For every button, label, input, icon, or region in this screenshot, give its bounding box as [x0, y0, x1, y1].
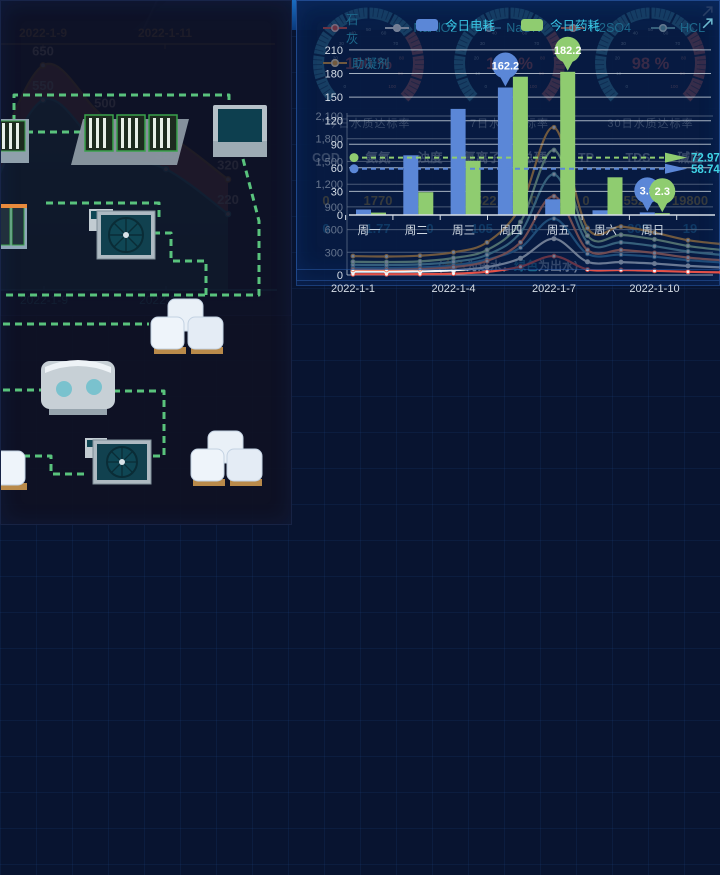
- legend-swatch: [521, 18, 543, 31]
- expand-icon[interactable]: [701, 17, 714, 30]
- panel-consumption-chart: 今日电耗 今日药耗 0 30 60 90 120 150 180 210 周一 周二 周三 周四 周五 周六…: [296, 0, 720, 270]
- legend-item-今日电耗[interactable]: 今日电耗: [415, 15, 495, 34]
- bar-今日药耗-周一: [371, 212, 386, 215]
- svg-text:72.97: 72.97: [691, 153, 720, 165]
- svg-text:周日: 周日: [641, 224, 664, 237]
- balloon-162.2: 162.2: [492, 52, 520, 87]
- bar-今日电耗-周日: [639, 212, 655, 215]
- avg-line-58.74: 58.74: [349, 163, 720, 176]
- svg-text:90: 90: [331, 139, 343, 151]
- legend-item-今日药耗[interactable]: 今日药耗: [521, 15, 600, 34]
- svg-text:2022-1-10: 2022-1-10: [629, 283, 679, 295]
- svg-text:180: 180: [325, 69, 343, 81]
- svg-text:150: 150: [325, 92, 343, 104]
- bar-今日药耗-周三: [465, 160, 481, 215]
- bar-今日药耗-周五: [560, 71, 576, 215]
- svg-text:58.74: 58.74: [691, 164, 720, 176]
- svg-text:周一: 周一: [358, 224, 381, 237]
- svg-text:周四: 周四: [499, 224, 522, 237]
- pipe: [46, 201, 161, 218]
- pipe: [23, 454, 85, 476]
- membrane-rack-left: [1, 119, 29, 163]
- svg-text:周三: 周三: [452, 224, 475, 237]
- bar-今日电耗-周三: [450, 108, 466, 215]
- consumption-legend: 今日电耗 今日药耗: [297, 1, 719, 34]
- pipe: [153, 231, 208, 295]
- balloon-182.2: 182.2: [554, 36, 582, 71]
- bales-group-2: [190, 430, 263, 486]
- svg-text:182.2: 182.2: [554, 45, 582, 57]
- bar-今日药耗-周日: [654, 213, 670, 215]
- svg-text:60: 60: [331, 163, 343, 175]
- avg-line-72.97: 72.97: [349, 152, 720, 165]
- plant-flow-diagram: [1, 93, 267, 490]
- bales-group-1: [150, 298, 224, 354]
- legend-label: 今日电耗: [444, 19, 495, 33]
- svg-text:120: 120: [325, 116, 343, 128]
- svg-text:2.3: 2.3: [655, 186, 670, 198]
- svg-text:2022-1-7: 2022-1-7: [532, 283, 576, 295]
- bar-今日药耗-周六: [607, 177, 623, 215]
- svg-text:周二: 周二: [405, 224, 428, 237]
- bar-今日电耗-周四: [497, 87, 513, 215]
- bar-今日药耗-周四: [512, 76, 528, 215]
- pipes: [3, 93, 261, 476]
- pipe: [113, 389, 166, 458]
- membrane-rack-center: [71, 114, 189, 165]
- consumption-bar-chart: 0 30 60 90 120 150 180 210 周一 周二 周三 周四 周五 周六 周日 72.9758…: [325, 36, 720, 237]
- svg-text:周五: 周五: [547, 224, 570, 237]
- pipe: [12, 93, 231, 158]
- balloon-2.3: 2.3: [649, 178, 676, 213]
- bar-今日电耗-周一: [356, 209, 371, 215]
- bar-今日电耗-周五: [545, 199, 561, 215]
- svg-text:2022-1-4: 2022-1-4: [431, 283, 475, 295]
- legend-swatch: [415, 18, 438, 31]
- clarifier-1: [89, 209, 156, 260]
- bar-今日电耗-周六: [592, 210, 608, 215]
- bale-left: [1, 450, 27, 490]
- clarifier-2: [85, 438, 152, 485]
- dosing-cabinet: [1, 204, 27, 249]
- svg-text:0: 0: [337, 270, 343, 282]
- svg-text:210: 210: [325, 45, 343, 57]
- legend-label: 今日药耗: [550, 19, 601, 33]
- svg-text:周六: 周六: [594, 224, 617, 237]
- bar-今日电耗-周二: [403, 155, 419, 215]
- svg-text:0: 0: [337, 210, 343, 222]
- svg-text:30: 30: [331, 186, 343, 198]
- svg-text:2022-1-1: 2022-1-1: [331, 283, 375, 295]
- svg-text:162.2: 162.2: [492, 61, 520, 73]
- panel-plant-diagram: [0, 0, 292, 525]
- bar-今日药耗-周二: [418, 192, 434, 215]
- sludge-tank: [41, 360, 115, 415]
- pipe: [3, 158, 261, 297]
- clear-water-pool: [213, 105, 267, 157]
